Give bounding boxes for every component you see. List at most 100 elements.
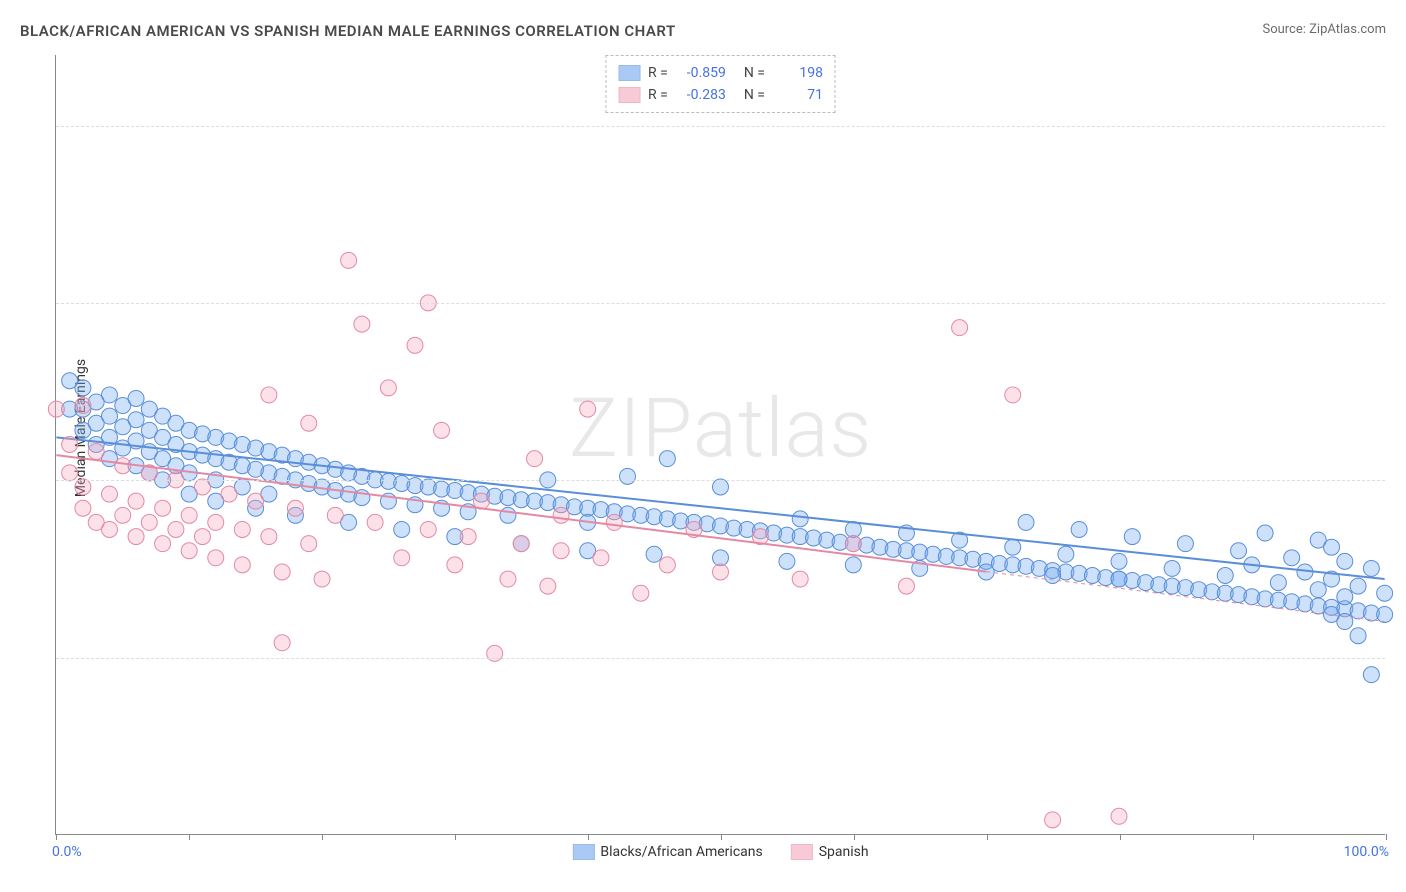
scatter-point <box>1111 553 1127 569</box>
scatter-point <box>128 390 144 406</box>
scatter-point <box>1270 575 1286 591</box>
gridline <box>56 126 1385 127</box>
scatter-point <box>62 373 78 389</box>
scatter-point <box>394 521 410 537</box>
scatter-point <box>168 521 184 537</box>
scatter-point <box>62 465 78 481</box>
scatter-point <box>460 529 476 545</box>
legend-row: R =-0.859N =198 <box>618 62 823 84</box>
series-legend: Blacks/African AmericansSpanish <box>572 844 868 860</box>
scatter-point <box>952 320 968 336</box>
gridline <box>56 658 1385 659</box>
scatter-point <box>354 316 370 332</box>
scatter-point <box>367 514 383 530</box>
scatter-point <box>1350 628 1366 644</box>
scatter-point <box>1005 387 1021 403</box>
scatter-point <box>659 451 675 467</box>
scatter-point <box>1231 543 1247 559</box>
legend-r-label: R = <box>648 87 668 103</box>
x-tick <box>1386 834 1387 840</box>
source-link[interactable]: ZipAtlas.com <box>1309 22 1386 37</box>
scatter-point <box>155 500 171 516</box>
y-tick-label: $75,000 <box>1390 295 1406 311</box>
scatter-point <box>898 578 914 594</box>
legend-label: Spanish <box>819 844 869 860</box>
scatter-point <box>580 401 596 417</box>
legend-swatch <box>791 844 813 860</box>
x-tick <box>1120 834 1121 840</box>
x-tick <box>721 834 722 840</box>
scatter-point <box>48 401 64 417</box>
legend-n-value: 71 <box>773 87 823 103</box>
scatter-point <box>1377 606 1393 622</box>
scatter-point <box>208 550 224 566</box>
legend-n-label: N = <box>744 87 765 103</box>
scatter-point <box>181 543 197 559</box>
scatter-point <box>792 571 808 587</box>
chart-title: BLACK/AFRICAN AMERICAN VS SPANISH MEDIAN… <box>20 22 676 40</box>
x-tick <box>56 834 57 840</box>
scatter-plot-svg <box>56 55 1385 834</box>
scatter-point <box>234 521 250 537</box>
scatter-point <box>394 550 410 566</box>
scatter-point <box>314 571 330 587</box>
scatter-point <box>341 252 357 268</box>
gridline <box>56 303 1385 304</box>
scatter-point <box>1045 812 1061 828</box>
scatter-point <box>540 578 556 594</box>
scatter-point <box>128 493 144 509</box>
x-tick <box>854 834 855 840</box>
scatter-point <box>713 550 729 566</box>
scatter-point <box>779 553 795 569</box>
scatter-point <box>380 380 396 396</box>
scatter-point <box>101 486 117 502</box>
correlation-legend: R =-0.859N =198R =-0.283N =71 <box>605 55 836 113</box>
scatter-point <box>261 529 277 545</box>
legend-r-label: R = <box>648 65 668 81</box>
scatter-point <box>553 507 569 523</box>
scatter-point <box>1111 571 1127 587</box>
scatter-point <box>1324 539 1340 555</box>
scatter-point <box>221 486 237 502</box>
y-tick-label: $50,000 <box>1390 472 1406 488</box>
scatter-point <box>1363 560 1379 576</box>
scatter-point <box>1124 529 1140 545</box>
scatter-point <box>1284 550 1300 566</box>
scatter-point <box>1337 553 1353 569</box>
scatter-point <box>208 514 224 530</box>
gridline <box>56 480 1385 481</box>
x-tick <box>455 834 456 840</box>
scatter-point <box>527 451 543 467</box>
x-axis-max-label: 100.0% <box>1344 844 1389 860</box>
scatter-point <box>792 511 808 527</box>
scatter-point <box>155 536 171 552</box>
scatter-point <box>620 468 636 484</box>
scatter-point <box>1005 539 1021 555</box>
scatter-point <box>500 507 516 523</box>
scatter-point <box>1217 568 1233 584</box>
scatter-point <box>1018 514 1034 530</box>
scatter-point <box>75 398 91 414</box>
scatter-point <box>434 422 450 438</box>
scatter-point <box>1111 808 1127 824</box>
scatter-point <box>128 529 144 545</box>
scatter-point <box>261 387 277 403</box>
scatter-point <box>447 557 463 573</box>
scatter-point <box>141 514 157 530</box>
scatter-point <box>274 564 290 580</box>
legend-n-value: 198 <box>773 65 823 81</box>
scatter-point <box>420 521 436 537</box>
scatter-point <box>1337 614 1353 630</box>
scatter-point <box>128 412 144 428</box>
scatter-point <box>606 514 622 530</box>
chart-plot-area: ZIPatlas R =-0.859N =198R =-0.283N =71 B… <box>55 55 1385 835</box>
scatter-point <box>1337 589 1353 605</box>
scatter-point <box>194 529 210 545</box>
scatter-point <box>1071 521 1087 537</box>
scatter-point <box>287 500 303 516</box>
legend-swatch <box>618 65 640 81</box>
scatter-point <box>513 536 529 552</box>
x-tick <box>189 834 190 840</box>
scatter-point <box>845 557 861 573</box>
scatter-point <box>234 557 250 573</box>
